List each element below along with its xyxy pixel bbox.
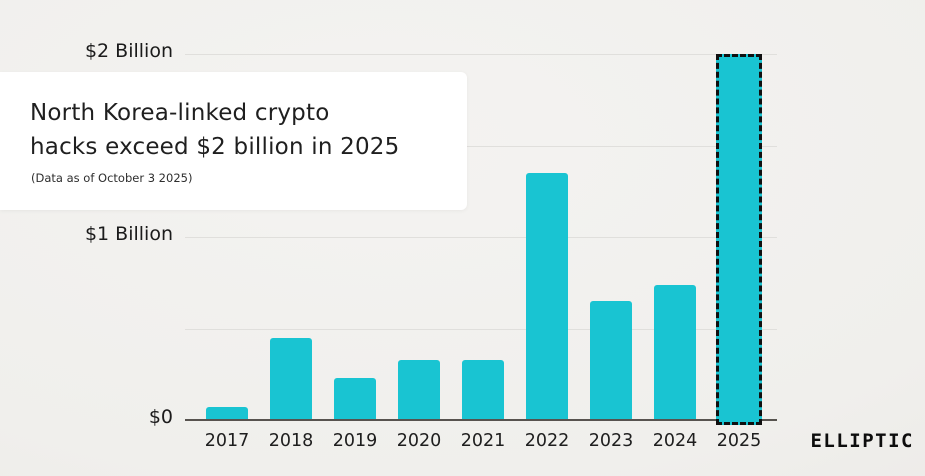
gridline xyxy=(185,54,777,55)
y-axis-label: $1 Billion xyxy=(84,223,173,245)
chart-title-line-1: North Korea-linked crypto xyxy=(30,100,330,126)
x-axis-label-2020: 2020 xyxy=(396,431,442,451)
bar-2017 xyxy=(206,407,248,420)
bar-2022 xyxy=(526,172,568,420)
x-axis-line xyxy=(185,419,777,421)
x-axis-label-2017: 2017 xyxy=(204,431,250,451)
title-card: North Korea-linked crypto hacks exceed $… xyxy=(0,72,467,210)
plot-area xyxy=(185,54,777,425)
gridline xyxy=(185,145,777,147)
gridline xyxy=(185,328,777,330)
elliptic-logo: ELLIPTIC xyxy=(810,430,914,452)
bar-2024 xyxy=(654,284,696,420)
x-axis-label-2023: 2023 xyxy=(588,431,634,451)
x-axis-label-2021: 2021 xyxy=(460,431,506,451)
bar-2020 xyxy=(398,359,440,420)
bar-2021 xyxy=(462,359,504,420)
chart-title-line-2: hacks exceed $2 billion in 2025 xyxy=(30,134,400,160)
y-axis-label: $2 Billion xyxy=(84,40,173,62)
chart-subtitle: (Data as of October 3 2025) xyxy=(31,171,193,185)
gridline xyxy=(185,237,777,238)
x-axis-label-2024: 2024 xyxy=(652,431,698,451)
bar-2019 xyxy=(334,377,376,420)
bar-2023 xyxy=(590,301,632,420)
y-axis-label: $0 xyxy=(148,406,173,428)
x-axis-label-2022: 2022 xyxy=(524,431,570,451)
x-axis-label-2018: 2018 xyxy=(268,431,314,451)
bar-2025-highlighted xyxy=(716,54,762,425)
chart-title: North Korea-linked crypto hacks exceed $… xyxy=(30,96,399,164)
x-axis-label-2019: 2019 xyxy=(332,431,378,451)
bar-2018 xyxy=(270,337,312,420)
x-axis-label-2025: 2025 xyxy=(716,431,762,451)
